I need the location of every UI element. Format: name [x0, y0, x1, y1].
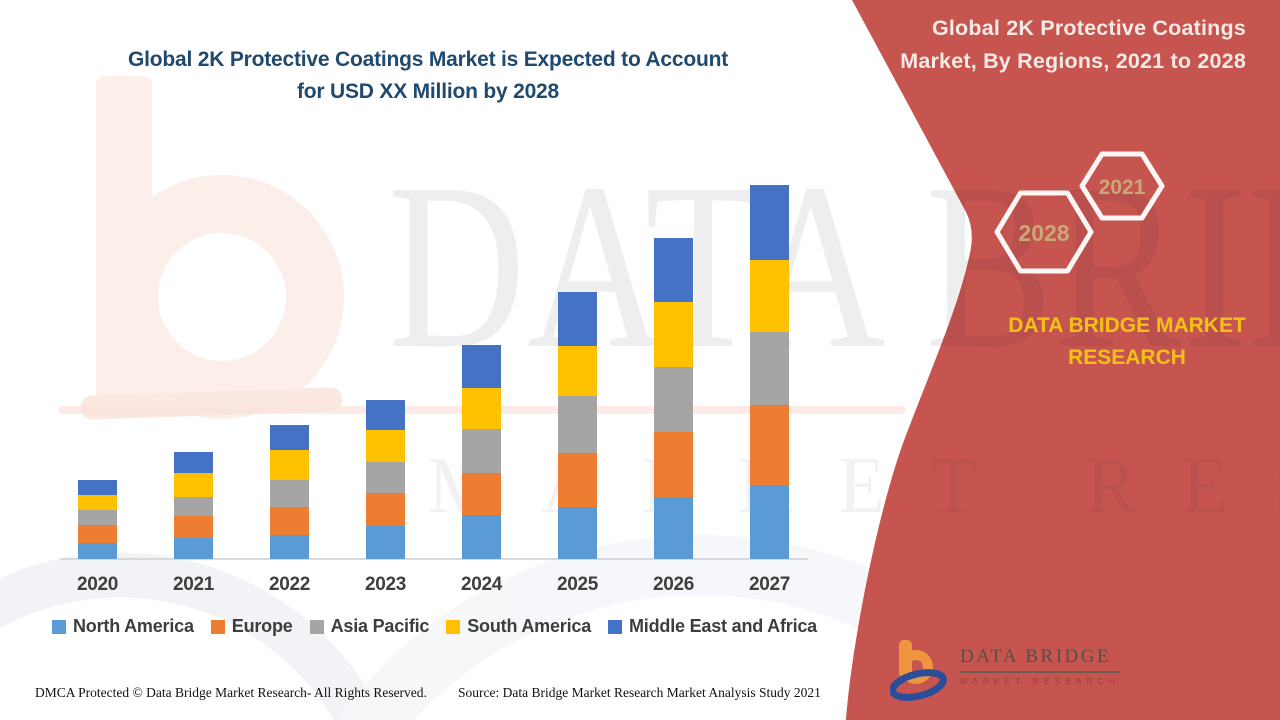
hexagon-badges: 2028 2021	[994, 151, 1165, 274]
legend-item: Asia Pacific	[309, 616, 430, 637]
x-axis-label: 2020	[76, 574, 119, 595]
bar-segment-middle-east-and-africa	[750, 185, 789, 260]
panel-title-line2: Market, By Regions, 2021 to 2028	[900, 49, 1246, 73]
dmca-notice: DMCA Protected © Data Bridge Market Rese…	[35, 685, 427, 700]
legend-label: North America	[73, 616, 194, 636]
bar-segment-europe	[654, 432, 693, 497]
bar-segment-asia-pacific	[750, 332, 789, 405]
company-logo-name: DATA BRIDGE	[960, 646, 1120, 673]
bar-segment-asia-pacific	[558, 396, 597, 453]
legend-item: Europe	[210, 616, 293, 637]
legend-swatch-icon	[309, 619, 324, 634]
legend-swatch-icon	[210, 619, 225, 634]
bar-segment-south-america	[462, 388, 501, 429]
bar-segment-europe	[78, 525, 117, 543]
chart-title-line1: Global 2K Protective Coatings Market is …	[127, 48, 729, 71]
bar-segment-middle-east-and-africa	[558, 292, 597, 346]
x-axis-line	[60, 558, 808, 560]
bar-segment-north-america	[270, 535, 309, 559]
bar-segment-south-america	[270, 450, 309, 480]
brand-wordmark-line2: RESEARCH	[1068, 346, 1186, 369]
legend-label: South America	[467, 616, 592, 636]
bar-segment-south-america	[558, 346, 597, 396]
legend-label: Middle East and Africa	[629, 616, 817, 636]
x-axis-label: 2025	[556, 574, 599, 595]
hexagon-2028-icon	[994, 190, 1094, 274]
data-bridge-logo-icon	[890, 640, 947, 701]
bar-segment-north-america	[750, 485, 789, 559]
brand-wordmark: DATA BRIDGE MARKET RESEARCH	[982, 310, 1272, 374]
source-note: Source: Data Bridge Market Research Mark…	[458, 685, 821, 700]
bar-segment-asia-pacific	[174, 497, 213, 516]
bar-segment-europe	[270, 507, 309, 535]
bar-segment-north-america	[654, 497, 693, 559]
bar-segment-europe	[462, 473, 501, 515]
bar-segment-middle-east-and-africa	[78, 480, 117, 495]
hexagon-2021-icon	[1079, 151, 1165, 221]
legend-item: Middle East and Africa	[608, 616, 817, 637]
bar-segment-north-america	[174, 538, 213, 559]
x-axis-label: 2021	[172, 574, 215, 595]
bar-segment-europe	[558, 453, 597, 507]
bar-segment-south-america	[654, 302, 693, 367]
bar-segment-south-america	[78, 495, 117, 510]
bar-segment-europe	[174, 516, 213, 538]
legend-swatch-icon	[608, 619, 623, 634]
x-axis-label: 2026	[652, 574, 695, 595]
bar-segment-middle-east-and-africa	[270, 425, 309, 450]
bar-segment-north-america	[366, 526, 405, 559]
swirl-decor-icon	[0, 535, 1064, 720]
hexagon-2021-label: 2021	[1099, 176, 1146, 199]
bar-segment-europe	[750, 405, 789, 485]
bar-segment-asia-pacific	[366, 462, 405, 493]
legend-item: North America	[52, 616, 194, 637]
hexagon-2028-label: 2028	[1018, 220, 1069, 246]
bar-segment-south-america	[174, 473, 213, 497]
x-axis-label: 2022	[268, 574, 311, 595]
x-axis-label: 2024	[460, 574, 503, 595]
x-axis-label: 2023	[364, 574, 407, 595]
bar-segment-asia-pacific	[654, 367, 693, 432]
chart-legend: North America Europe Asia Pacific South Ame…	[52, 616, 817, 637]
company-logo-subtitle: MARKET RESEARCH	[960, 676, 1120, 686]
bar-segment-asia-pacific	[78, 510, 117, 525]
bar-segment-europe	[366, 493, 405, 526]
bar-segment-south-america	[366, 430, 405, 462]
bar-segment-north-america	[78, 543, 117, 559]
panel-title: Global 2K Protective Coatings Market, By…	[860, 12, 1246, 78]
bar-segment-south-america	[750, 260, 789, 332]
bar-segment-north-america	[462, 515, 501, 559]
company-logo: DATA BRIDGE MARKET RESEARCH	[890, 636, 1120, 704]
bar-segment-middle-east-and-africa	[462, 345, 501, 388]
bar-segment-middle-east-and-africa	[366, 400, 405, 430]
bar-segment-asia-pacific	[270, 480, 309, 507]
bar-segment-north-america	[558, 507, 597, 559]
brand-wordmark-line1: DATA BRIDGE MARKET	[1008, 314, 1246, 337]
legend-label: Asia Pacific	[330, 616, 430, 636]
panel-title-line1: Global 2K Protective Coatings	[931, 16, 1246, 40]
bar-segment-middle-east-and-africa	[174, 452, 213, 473]
bar-segment-asia-pacific	[462, 429, 501, 473]
legend-item: South America	[446, 616, 591, 637]
bar-segment-middle-east-and-africa	[654, 238, 693, 302]
chart-title: Global 2K Protective Coatings Market is …	[72, 44, 784, 108]
legend-swatch-icon	[52, 619, 66, 634]
watermark-logo-icon	[58, 76, 906, 420]
legend-label: Europe	[231, 616, 293, 636]
chart-title-line2: for USD XX Million by 2028	[296, 80, 560, 103]
legend-swatch-icon	[446, 619, 461, 634]
x-axis-label: 2027	[748, 574, 791, 595]
